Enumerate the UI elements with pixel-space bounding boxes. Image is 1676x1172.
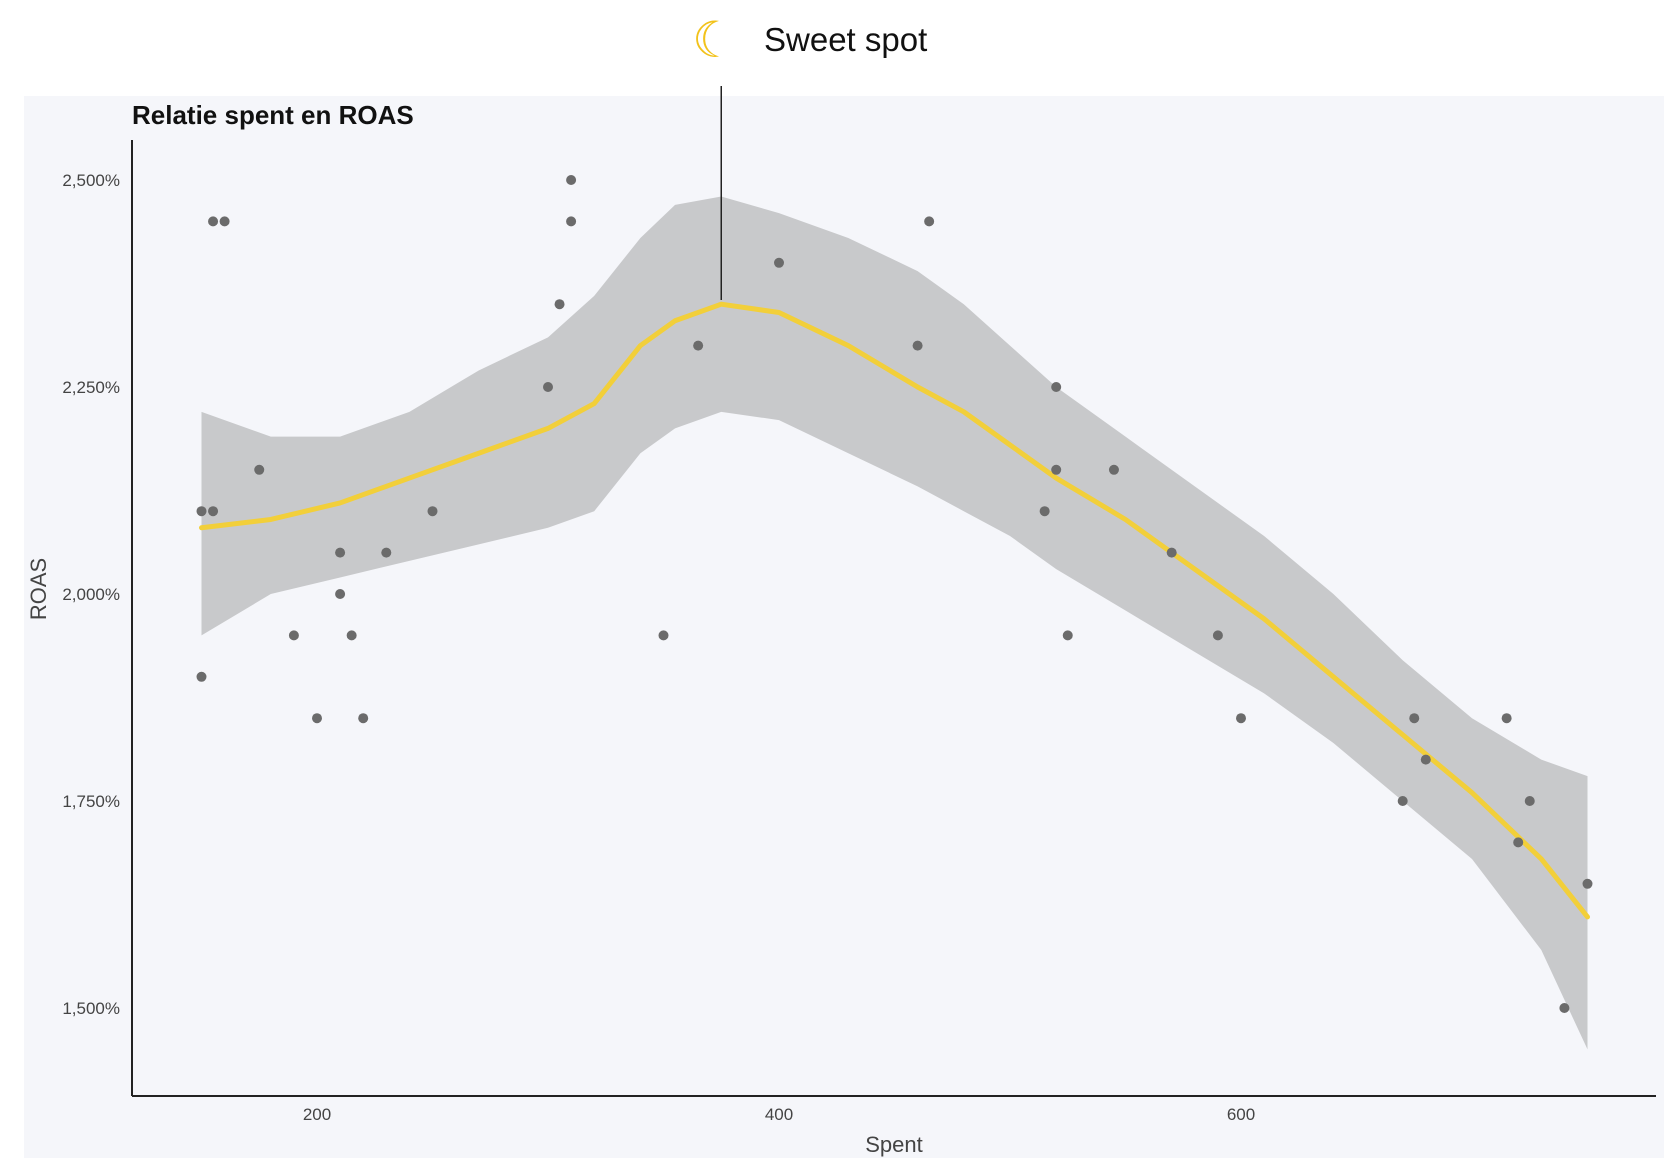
data-point-20 [774, 257, 784, 268]
x-tick-label: 600 [1227, 1105, 1255, 1124]
y-axis-title: ROAS [26, 558, 51, 620]
data-point-18 [658, 630, 669, 641]
x-tick-labels: 200 400 600 [303, 1105, 1255, 1124]
data-point-29 [1212, 630, 1223, 641]
data-point-16 [566, 175, 577, 185]
data-point-23 [1039, 506, 1050, 517]
data-point-1 [196, 506, 207, 517]
x-tick-label: 200 [303, 1105, 331, 1124]
y-tick-label: 1,750% [62, 792, 120, 811]
y-tick-label: 1,500% [62, 999, 120, 1018]
data-point-31 [1397, 796, 1408, 806]
y-tick-label: 2,500% [62, 171, 120, 190]
data-point-22 [924, 216, 935, 227]
data-point-8 [335, 547, 346, 558]
data-point-17 [566, 216, 577, 227]
data-point-21 [912, 340, 923, 351]
data-point-26 [1062, 630, 1073, 641]
data-point-3 [208, 216, 219, 227]
data-point-15 [554, 299, 565, 310]
data-point-14 [543, 382, 553, 392]
data-point-11 [358, 713, 369, 724]
data-point-5 [254, 464, 265, 475]
data-point-38 [1582, 878, 1593, 889]
data-point-27 [1108, 464, 1119, 475]
data-point-37 [1559, 1003, 1570, 1013]
data-point-28 [1166, 547, 1177, 558]
data-point-9 [335, 589, 346, 599]
data-point-36 [1524, 796, 1535, 806]
crescent-moon-icon: ☾ [692, 11, 737, 69]
y-tick-labels: 1,500% 1,750% 2,000% 2,250% 2,500% [62, 171, 120, 1018]
sweet-spot-label: Sweet spot [764, 21, 928, 58]
x-tick-label: 400 [765, 1105, 793, 1124]
data-point-13 [427, 506, 438, 517]
data-point-2 [208, 506, 219, 517]
data-point-6 [288, 630, 299, 641]
data-point-19 [693, 340, 704, 351]
sweet-spot-annotation: ☾ Sweet spot [692, 10, 927, 70]
data-point-33 [1420, 754, 1431, 765]
y-tick-label: 2,000% [62, 585, 120, 604]
data-point-10 [346, 630, 357, 641]
data-point-24 [1051, 382, 1062, 392]
data-point-30 [1236, 713, 1246, 724]
data-point-35 [1513, 837, 1524, 848]
trend-line [199, 301, 1590, 920]
chart-title: Relatie spent en ROAS [132, 100, 414, 130]
y-tick-label: 2,250% [62, 378, 120, 397]
x-axis-title: Spent [865, 1132, 923, 1157]
data-point-12 [381, 547, 392, 558]
data-point-4 [219, 216, 230, 227]
data-point-32 [1409, 713, 1420, 724]
data-point-7 [312, 713, 322, 724]
data-point-0 [196, 671, 207, 682]
confidence-band [201, 196, 1588, 1050]
data-point-34 [1501, 713, 1512, 724]
data-point-25 [1051, 464, 1062, 475]
data-points [196, 175, 1593, 1013]
